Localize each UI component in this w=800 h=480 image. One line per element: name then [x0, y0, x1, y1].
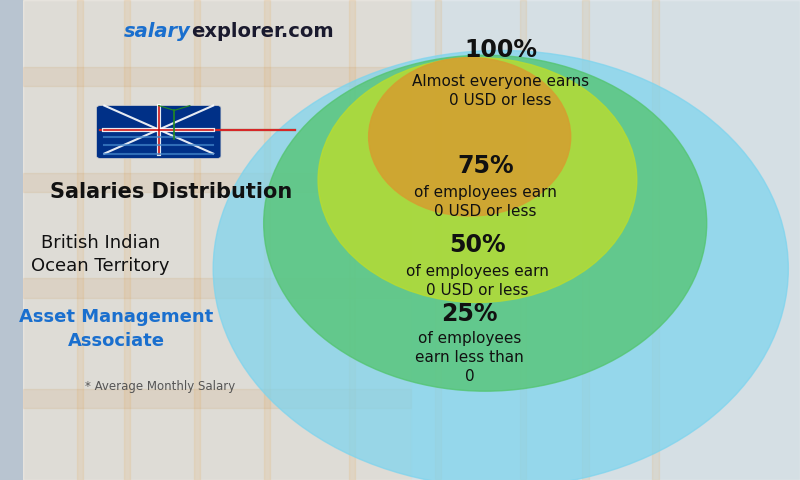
- Bar: [582, 0, 589, 480]
- Bar: [22, 389, 411, 408]
- Text: 25%: 25%: [442, 302, 498, 326]
- Bar: [520, 0, 526, 480]
- Bar: [349, 0, 355, 480]
- Text: Asset Management
Associate: Asset Management Associate: [19, 308, 213, 349]
- Ellipse shape: [369, 58, 570, 216]
- Text: 75%: 75%: [457, 154, 514, 178]
- Text: Almost everyone earns
0 USD or less: Almost everyone earns 0 USD or less: [412, 74, 590, 108]
- Text: salary: salary: [124, 22, 190, 41]
- Ellipse shape: [264, 55, 706, 391]
- Text: of employees
earn less than
0: of employees earn less than 0: [415, 331, 524, 384]
- Text: of employees earn
0 USD or less: of employees earn 0 USD or less: [414, 184, 557, 219]
- Bar: [652, 0, 658, 480]
- Bar: [411, 0, 800, 480]
- Text: * Average Monthly Salary: * Average Monthly Salary: [85, 380, 235, 393]
- Text: of employees earn
0 USD or less: of employees earn 0 USD or less: [406, 264, 549, 298]
- Bar: [22, 67, 411, 86]
- Bar: [124, 0, 130, 480]
- Bar: [22, 173, 411, 192]
- Text: 100%: 100%: [464, 38, 538, 62]
- Bar: [22, 278, 411, 298]
- Bar: [264, 0, 270, 480]
- Text: explorer.com: explorer.com: [191, 22, 334, 41]
- Text: 50%: 50%: [449, 233, 506, 257]
- Bar: [77, 0, 83, 480]
- Bar: [434, 0, 441, 480]
- FancyBboxPatch shape: [97, 106, 221, 158]
- Bar: [194, 0, 200, 480]
- Text: Salaries Distribution: Salaries Distribution: [50, 182, 292, 202]
- Ellipse shape: [213, 50, 788, 480]
- Bar: [22, 0, 411, 480]
- Text: British Indian
Ocean Territory: British Indian Ocean Territory: [31, 234, 170, 275]
- Ellipse shape: [318, 58, 637, 302]
